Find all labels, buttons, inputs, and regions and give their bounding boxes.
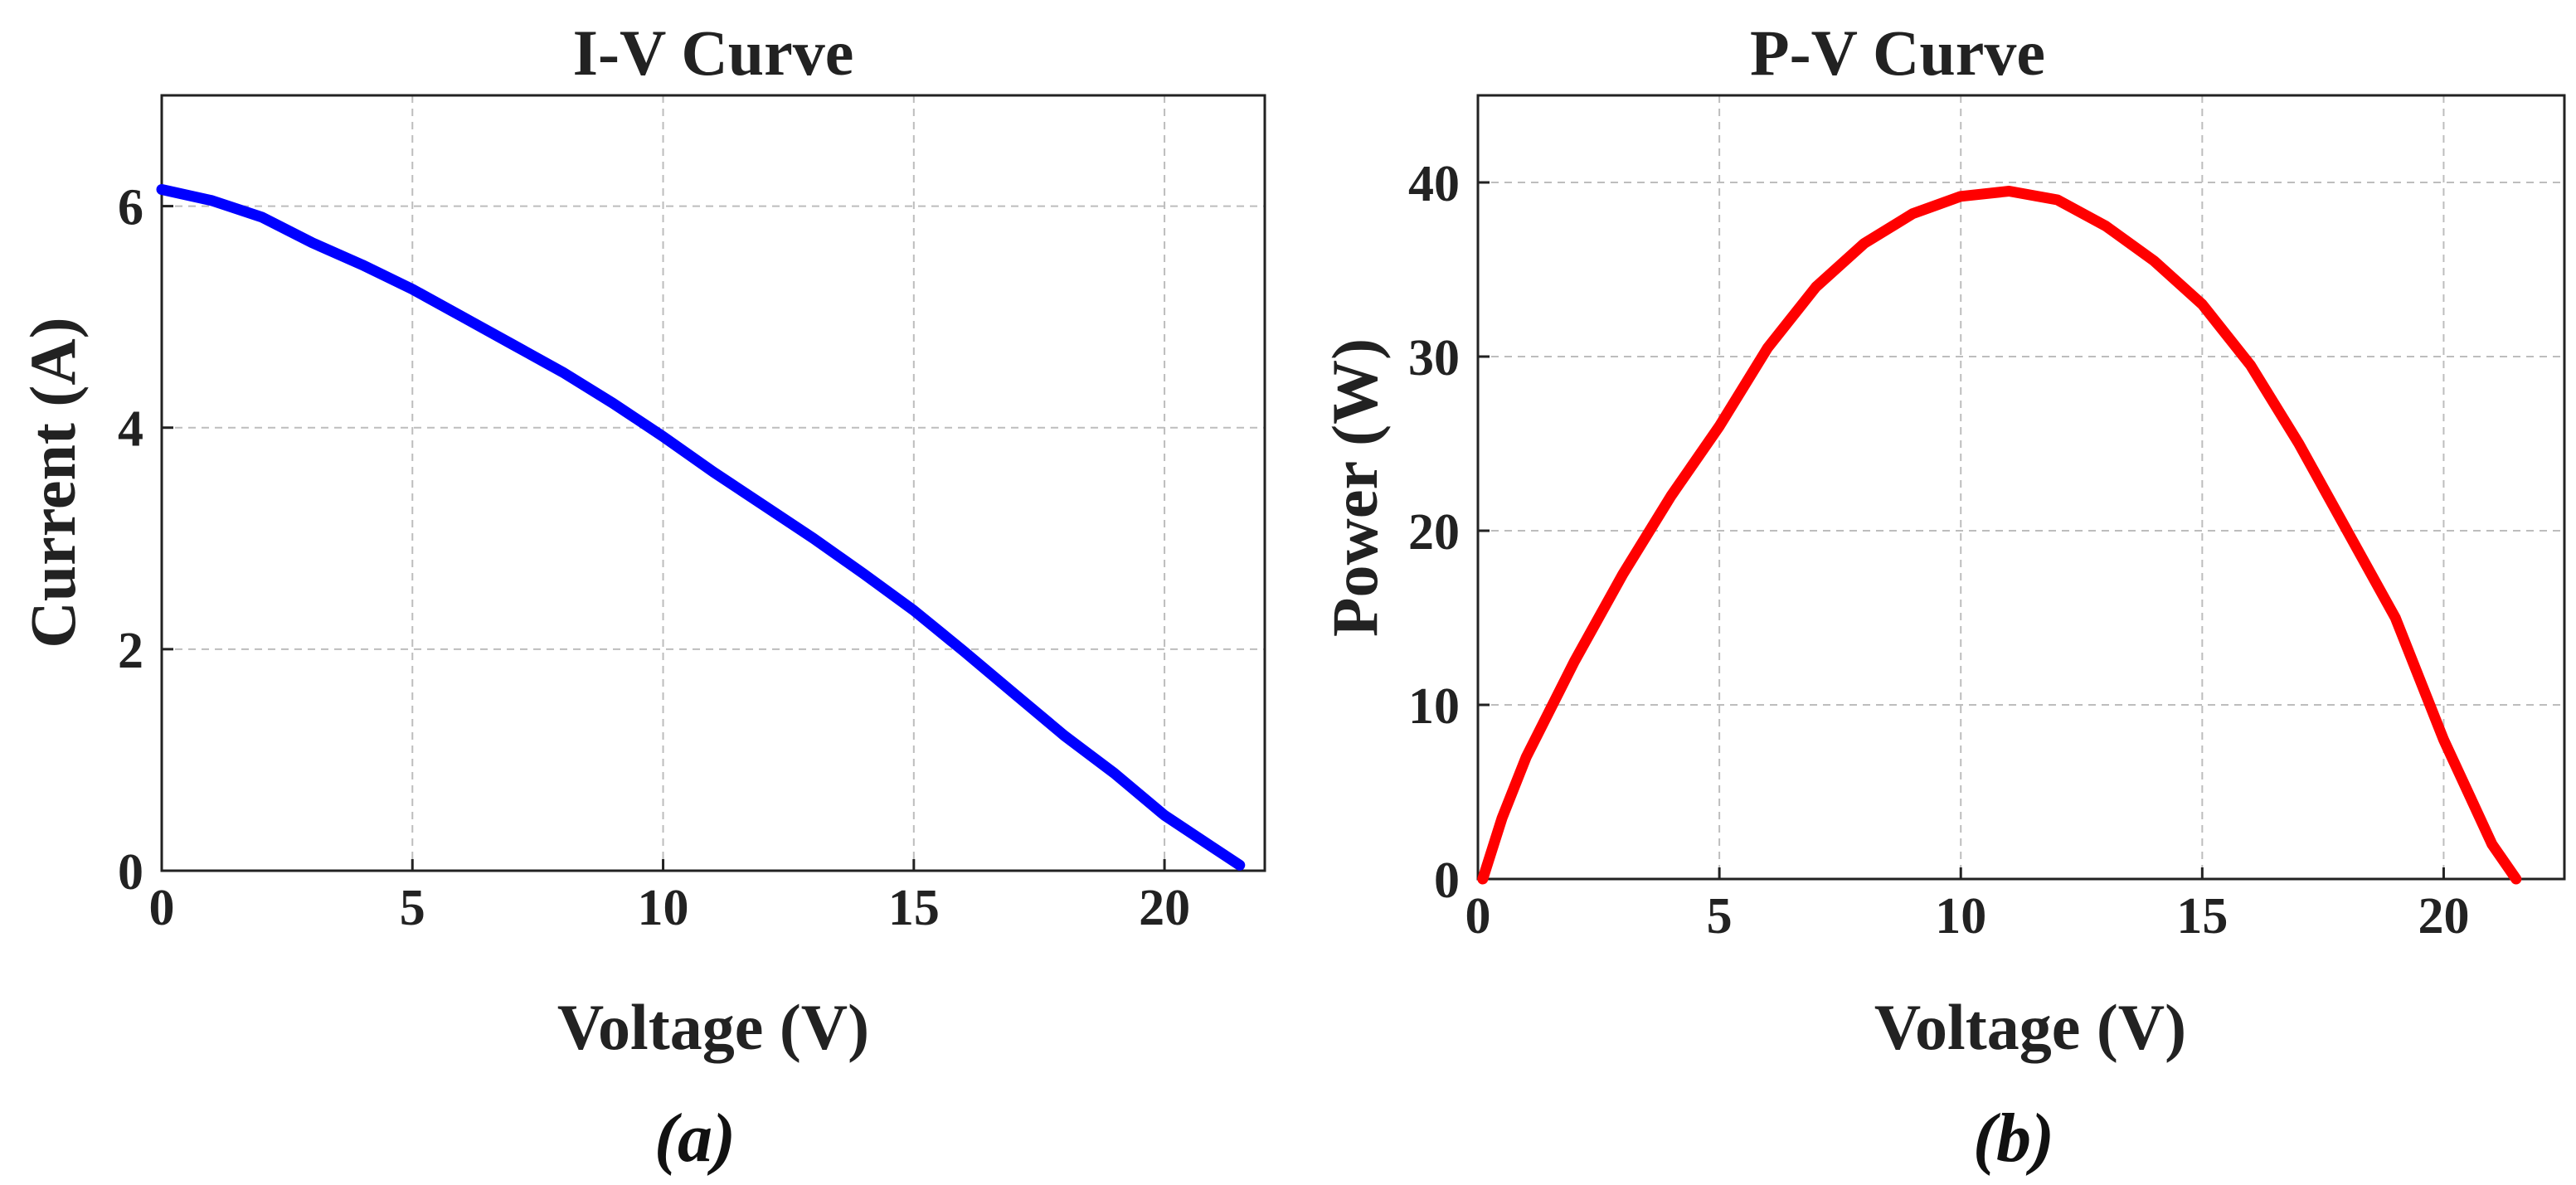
iv-series-line	[156, 184, 1246, 871]
x-tick-label: 10	[1935, 888, 1986, 945]
y-tick-label: 4	[118, 401, 143, 458]
x-tick-label: 0	[1465, 888, 1491, 945]
grid	[162, 95, 1265, 871]
y-axis-label: Current (A)	[17, 317, 89, 648]
x-axis-label: Voltage (V)	[1874, 991, 2186, 1063]
plot-frame	[160, 94, 1266, 872]
axis-ticks: 0 5 10 15 20 0 2 4 6	[118, 180, 1190, 936]
x-tick-label: 0	[149, 880, 175, 936]
x-tick-label: 15	[2176, 888, 2228, 945]
y-axis-label: Power (W)	[1319, 338, 1391, 637]
y-tick-label: 10	[1408, 678, 1460, 735]
x-tick-label: 15	[888, 880, 940, 936]
chart-title: P-V Curve	[1750, 17, 2045, 89]
x-axis-label: Voltage (V)	[557, 991, 869, 1063]
chart-title: I-V Curve	[573, 17, 854, 89]
y-tick-label: 40	[1408, 156, 1460, 212]
x-tick-label: 10	[638, 880, 689, 936]
panel-caption: (a)	[654, 1100, 736, 1177]
y-tick-label: 30	[1408, 330, 1460, 386]
pv-series-line	[1477, 186, 2522, 885]
y-tick-label: 0	[1434, 852, 1460, 909]
panel-caption: (b)	[1973, 1100, 2054, 1177]
y-tick-label: 0	[118, 844, 143, 901]
grid	[1478, 95, 2564, 879]
chart-panel-iv: I-V Curve 0 5 10 15 20 0 2 4 6 Voltage (V) Curre…	[17, 17, 1266, 1177]
x-tick-label: 5	[1707, 888, 1733, 945]
x-tick-label: 20	[1139, 880, 1190, 936]
x-tick-label: 20	[2418, 888, 2469, 945]
y-tick-label: 20	[1408, 504, 1460, 561]
y-tick-label: 6	[118, 180, 143, 236]
x-tick-label: 5	[400, 880, 425, 936]
y-tick-label: 2	[118, 623, 143, 679]
axis-ticks: 0 5 10 15 20 0 10 20 30 40	[1408, 156, 2469, 945]
plot-frame	[1476, 94, 2566, 881]
